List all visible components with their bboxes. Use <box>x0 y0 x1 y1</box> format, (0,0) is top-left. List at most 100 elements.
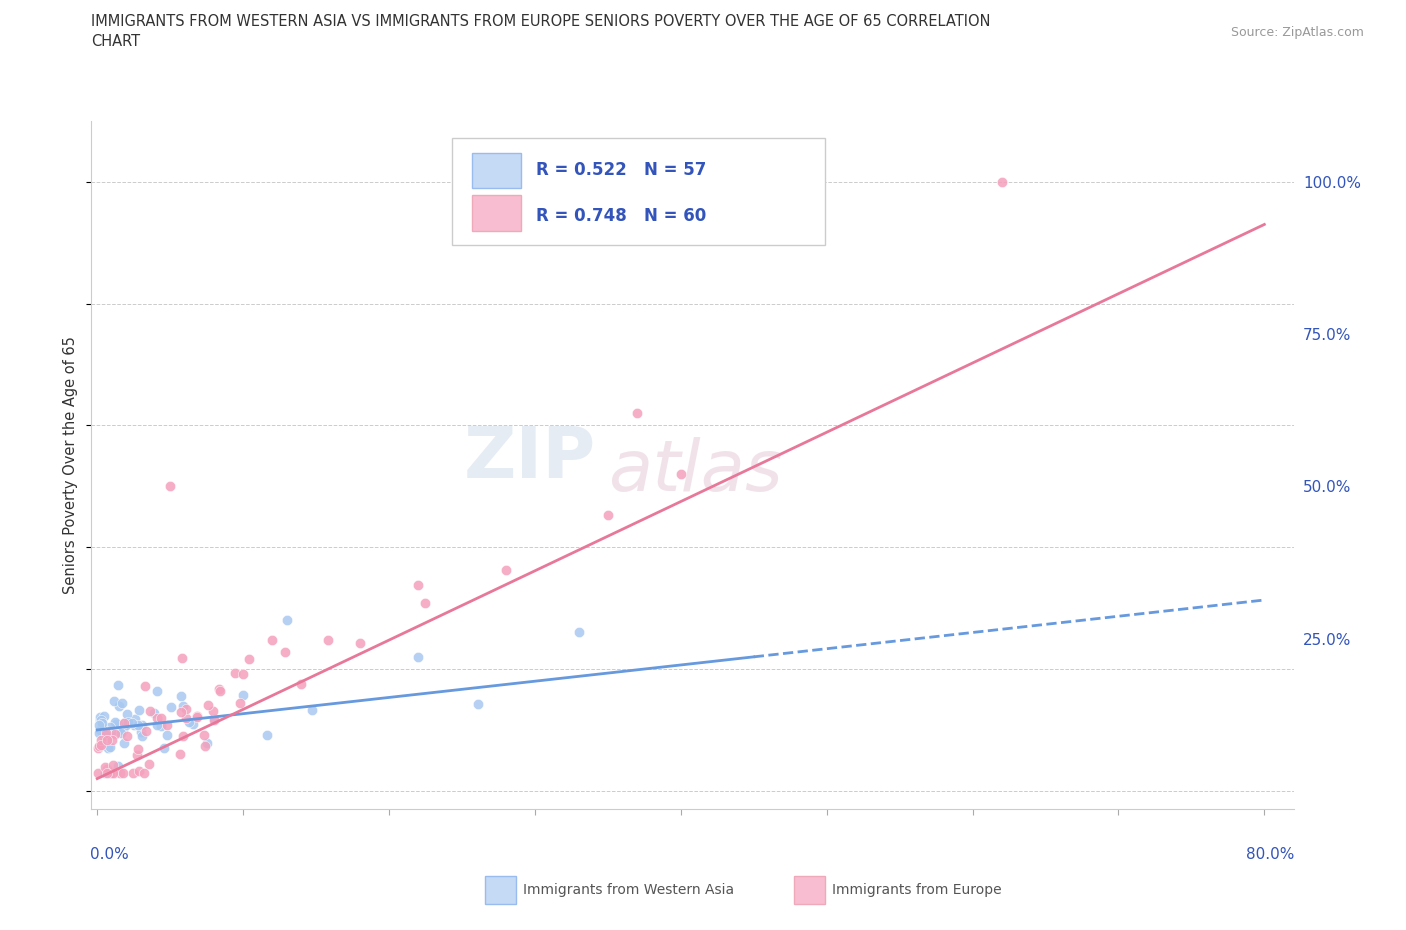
Point <box>349 635 371 650</box>
Point <box>172 651 194 666</box>
Point <box>124 711 146 726</box>
Point <box>138 757 160 772</box>
Point <box>194 738 217 753</box>
Point <box>596 508 619 523</box>
Point <box>89 710 111 724</box>
Point <box>626 405 648 420</box>
FancyBboxPatch shape <box>472 195 520 231</box>
Point <box>134 679 156 694</box>
Point <box>150 711 173 725</box>
Point <box>174 711 197 725</box>
FancyBboxPatch shape <box>451 139 825 245</box>
Point <box>316 632 339 647</box>
Point <box>143 705 166 720</box>
Point <box>122 765 145 780</box>
Point <box>117 714 139 729</box>
Point <box>107 698 129 713</box>
Text: Immigrants from Western Asia: Immigrants from Western Asia <box>523 883 734 897</box>
Point <box>118 715 141 730</box>
Point <box>128 702 150 717</box>
Point <box>197 698 219 713</box>
Point <box>256 728 278 743</box>
Point <box>150 719 173 734</box>
Point <box>107 759 129 774</box>
Point <box>89 713 111 728</box>
Point <box>238 652 260 667</box>
Point <box>93 760 115 775</box>
Point <box>169 689 191 704</box>
Text: atlas: atlas <box>609 437 783 506</box>
FancyBboxPatch shape <box>472 153 520 189</box>
Point <box>87 765 110 780</box>
Point <box>111 765 134 780</box>
Point <box>153 740 176 755</box>
Point <box>495 562 517 577</box>
Point <box>156 717 179 732</box>
Point <box>127 741 149 756</box>
Point <box>990 174 1012 189</box>
Point <box>94 728 117 743</box>
Point <box>159 479 181 494</box>
Point <box>186 709 208 724</box>
Point <box>132 765 155 780</box>
Point <box>127 718 149 733</box>
Point <box>87 725 110 740</box>
Point <box>139 704 162 719</box>
Point <box>232 688 254 703</box>
Point <box>110 765 132 780</box>
Point <box>131 728 153 743</box>
Point <box>94 725 117 740</box>
Point <box>208 682 231 697</box>
Point <box>112 723 135 737</box>
Point <box>96 765 118 780</box>
Point <box>229 696 252 711</box>
Point <box>181 716 204 731</box>
Point <box>146 718 169 733</box>
Point <box>91 716 114 731</box>
Point <box>103 757 125 772</box>
Point <box>193 727 215 742</box>
Point <box>103 765 125 780</box>
Text: Source: ZipAtlas.com: Source: ZipAtlas.com <box>1230 26 1364 39</box>
Point <box>146 711 169 725</box>
Point <box>93 709 115 724</box>
Point <box>100 765 122 780</box>
Point <box>107 678 129 693</box>
Point <box>131 718 153 733</box>
Point <box>122 718 145 733</box>
Point <box>301 702 323 717</box>
Point <box>98 740 121 755</box>
Text: CHART: CHART <box>91 34 141 49</box>
Point <box>96 733 118 748</box>
Point <box>93 733 115 748</box>
Point <box>90 712 112 727</box>
Point <box>91 720 114 735</box>
Text: R = 0.748   N = 60: R = 0.748 N = 60 <box>536 206 706 225</box>
Point <box>115 718 138 733</box>
Point <box>117 729 139 744</box>
Point <box>90 737 112 752</box>
Point <box>89 723 111 737</box>
Point <box>415 595 437 610</box>
Point <box>290 676 312 691</box>
Point <box>100 724 122 739</box>
Point <box>117 707 139 722</box>
Point <box>135 724 157 738</box>
Point <box>202 711 225 726</box>
Point <box>103 694 125 709</box>
Point <box>104 726 127 741</box>
Point <box>97 727 120 742</box>
Point <box>112 715 135 730</box>
Point <box>101 765 124 780</box>
Point <box>112 715 135 730</box>
Point <box>169 747 191 762</box>
Point <box>170 704 193 719</box>
Point <box>156 727 179 742</box>
Point <box>406 578 429 592</box>
Text: R = 0.522   N = 57: R = 0.522 N = 57 <box>536 162 707 179</box>
Point <box>669 467 692 482</box>
Point <box>276 613 298 628</box>
Point <box>129 725 152 740</box>
Point <box>174 702 197 717</box>
Point <box>86 741 108 756</box>
